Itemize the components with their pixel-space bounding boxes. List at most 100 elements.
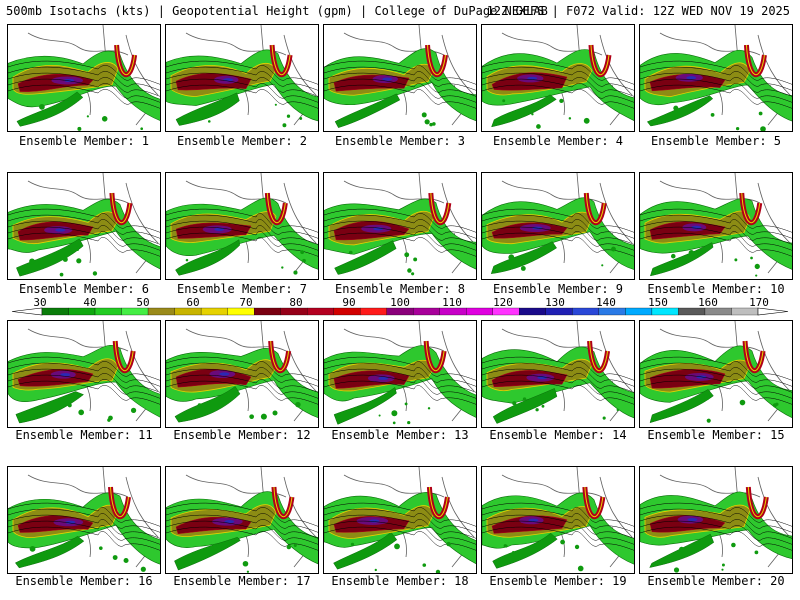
legend-tick-label: 120 — [493, 296, 513, 309]
isotach-southern-band — [333, 531, 398, 570]
height-contour — [482, 508, 634, 533]
jet-max-center — [382, 77, 393, 81]
isotach-speckle — [688, 249, 695, 256]
height-contour — [8, 220, 160, 245]
ensemble-member-caption: Ensemble Member: 3 — [334, 134, 466, 148]
ensemble-member-caption: Ensemble Member: 2 — [176, 134, 308, 148]
height-contour — [324, 78, 476, 103]
height-contour — [324, 220, 476, 245]
isotach-speckle — [731, 542, 736, 548]
map-panel-svg — [166, 25, 318, 128]
height-contour — [640, 526, 792, 551]
ensemble-member-panel — [165, 320, 319, 428]
trough-outline — [745, 44, 765, 76]
ensemble-member-panel — [165, 466, 319, 574]
isotach-speckle — [583, 117, 590, 124]
jet-max-center — [528, 518, 539, 522]
isotach-speckle — [101, 116, 108, 122]
isotach-speckle — [512, 401, 517, 406]
height-contour — [166, 380, 318, 405]
height-contour — [324, 66, 476, 91]
height-contour — [324, 214, 476, 239]
ensemble-member-caption: Ensemble Member: 5 — [650, 134, 782, 148]
isotach-speckle — [734, 258, 738, 262]
isotach-speckle — [59, 272, 64, 277]
jet-max-center — [537, 376, 548, 380]
height-contour — [482, 362, 634, 387]
legend-tick-label: 50 — [136, 296, 150, 309]
isotach-speckle — [601, 264, 604, 267]
height-contour — [8, 78, 160, 103]
header-title: 500mb Isotachs (kts) | Geopotential Heig… — [6, 4, 548, 18]
trough-outline — [271, 44, 291, 76]
isotach-speckle — [602, 416, 606, 420]
isotach-southern-band — [15, 391, 85, 424]
height-contour — [324, 374, 476, 399]
height-contour — [324, 226, 476, 251]
map-panel-svg — [324, 321, 476, 425]
height-contour — [8, 362, 160, 387]
isotach-speckle — [99, 546, 103, 550]
ensemble-member-caption: Ensemble Member: 7 — [176, 282, 308, 296]
legend-swatch — [200, 307, 228, 316]
isotach-speckle — [435, 569, 441, 573]
isotach-speckle — [755, 274, 758, 277]
isotach-speckle — [508, 254, 515, 261]
height-contour — [8, 226, 160, 251]
ensemble-member-caption: Ensemble Member: 17 — [173, 574, 311, 588]
isotach-speckle — [140, 566, 146, 572]
isotach-speckle — [673, 105, 679, 111]
trough-outline — [116, 44, 136, 76]
legend-swatch — [492, 307, 520, 316]
isotach-speckle — [536, 124, 541, 129]
isotach-southern-band — [16, 91, 84, 127]
isotach-speckle — [246, 570, 250, 573]
isotach-speckle — [568, 117, 572, 120]
isotach-speckle — [194, 409, 197, 412]
trough-outline — [427, 44, 447, 76]
legend-swatch — [386, 307, 414, 316]
height-contour — [166, 502, 318, 527]
trough-outline — [747, 486, 767, 518]
height-contour — [324, 84, 476, 109]
ensemble-member-panel — [7, 320, 161, 428]
ensemble-member-panel — [7, 466, 161, 574]
trough-outline — [425, 340, 445, 372]
isotach-speckle — [281, 266, 284, 269]
isotach-speckle — [541, 248, 545, 252]
jet-max-center — [224, 520, 235, 524]
height-contour — [482, 220, 634, 245]
isotach-southern-band — [649, 242, 714, 277]
jet-max-center — [55, 228, 66, 232]
isotach-speckle — [299, 117, 303, 120]
isotach-speckle — [560, 539, 565, 545]
isotach-speckle — [522, 397, 527, 401]
ensemble-member-caption: Ensemble Member: 11 — [15, 428, 153, 442]
jet-max-center — [686, 76, 697, 80]
isotach-80-100kt — [491, 515, 568, 534]
height-contour — [324, 380, 476, 405]
isotach-speckle — [29, 545, 36, 552]
legend-swatch — [68, 307, 96, 316]
map-panel-svg — [166, 321, 318, 423]
height-contour — [8, 374, 160, 399]
legend-swatch — [147, 307, 175, 316]
height-contour — [482, 208, 634, 233]
height-contour — [640, 368, 792, 393]
isotach-speckle — [413, 257, 418, 262]
isotach-southern-band — [334, 240, 397, 275]
height-contour — [640, 232, 792, 257]
legend-tick-label: 60 — [186, 296, 200, 309]
height-contour — [166, 362, 318, 387]
map-panel-svg — [166, 173, 318, 276]
trough-outline — [430, 192, 450, 224]
ensemble-member-panel — [323, 320, 477, 428]
height-contour — [8, 66, 160, 91]
isotach-speckle — [374, 568, 377, 572]
ensemble-member-caption: Ensemble Member: 8 — [334, 282, 466, 296]
trough-outline — [109, 486, 129, 518]
isotach-speckle — [249, 414, 255, 420]
height-contour — [166, 368, 318, 393]
height-contour — [166, 66, 318, 91]
isotach-speckle — [29, 258, 35, 265]
